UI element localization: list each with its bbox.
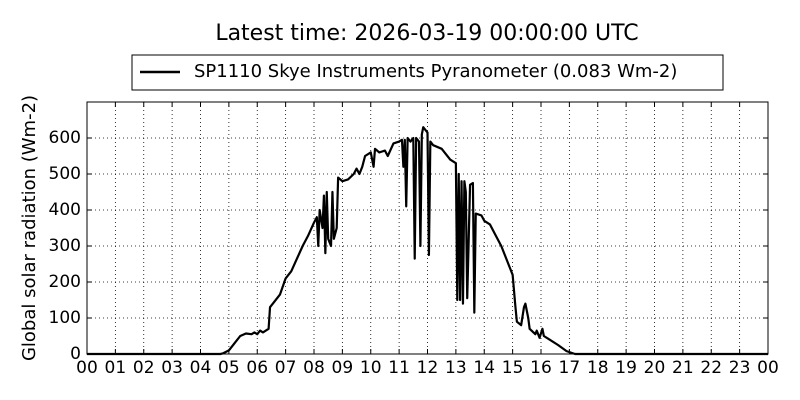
x-tick-label: 23 xyxy=(729,358,751,378)
y-tick-label: 600 xyxy=(49,128,81,148)
legend-box xyxy=(131,54,724,91)
x-tick-label: 00 xyxy=(76,358,98,378)
x-tick-label: 07 xyxy=(275,358,297,378)
x-tick-label: 17 xyxy=(559,358,581,378)
x-tick-label: 20 xyxy=(644,358,666,378)
legend-label: SP1110 Skye Instruments Pyranometer (0.0… xyxy=(194,61,677,82)
y-axis-label: Global solar radiation (Wm-2) xyxy=(19,95,40,361)
x-tick-label: 04 xyxy=(190,358,212,378)
y-tick-label: 300 xyxy=(49,236,81,256)
y-tick-label: 200 xyxy=(49,272,81,292)
y-tick-label: 100 xyxy=(49,308,81,328)
x-tick-label: 05 xyxy=(218,358,240,378)
chart-title: Latest time: 2026-03-19 00:00:00 UTC xyxy=(215,21,638,46)
y-tick-label: 0 xyxy=(70,344,81,364)
x-tick-label: 22 xyxy=(700,358,722,378)
x-tick-label: 18 xyxy=(587,358,609,378)
x-tick-label: 03 xyxy=(161,358,183,378)
x-tick-label: 15 xyxy=(502,358,524,378)
y-tick-label: 400 xyxy=(49,200,81,220)
data-line xyxy=(87,126,768,356)
x-tick-label: 02 xyxy=(133,358,155,378)
y-tick-label: 500 xyxy=(49,164,81,184)
x-tick-label: 11 xyxy=(388,358,410,378)
x-tick-label: 01 xyxy=(105,358,127,378)
x-tick-label: 09 xyxy=(332,358,354,378)
x-tick-label: 14 xyxy=(473,358,495,378)
x-tick-label: 13 xyxy=(445,358,467,378)
x-tick-label: 08 xyxy=(303,358,325,378)
plot-frame xyxy=(86,101,769,355)
x-tick-label: 12 xyxy=(417,358,439,378)
x-tick-label: 19 xyxy=(615,358,637,378)
x-tick-label: 10 xyxy=(360,358,382,378)
x-tick-label: 06 xyxy=(246,358,268,378)
x-tick-label: 00 xyxy=(757,358,779,378)
x-tick-label: 21 xyxy=(672,358,694,378)
x-tick-label: 16 xyxy=(530,358,552,378)
